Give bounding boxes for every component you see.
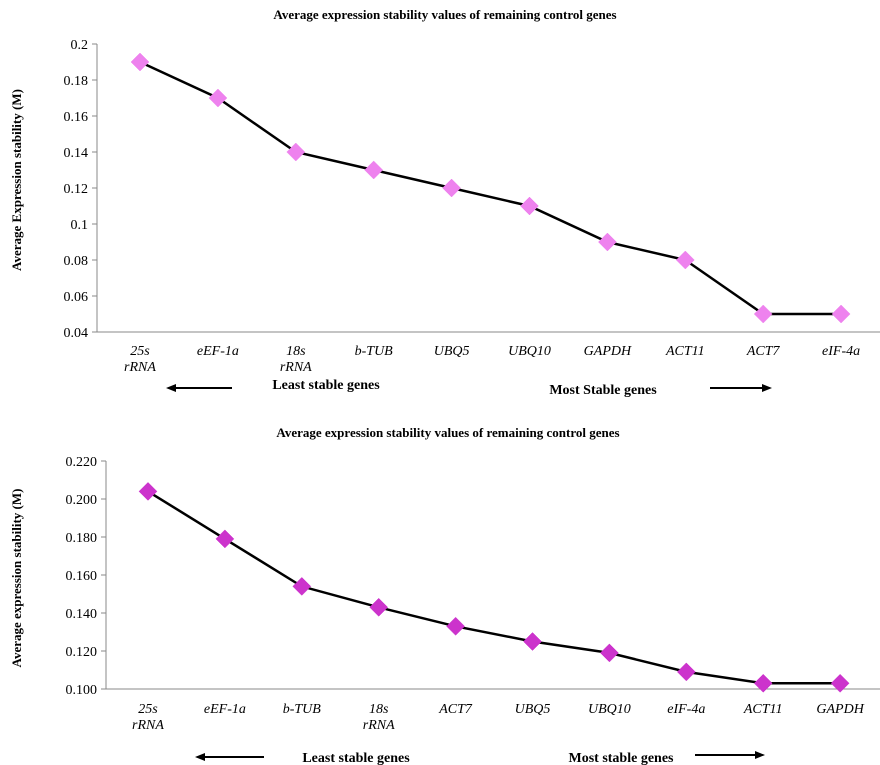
c2-data-point: [138, 482, 158, 501]
c2-data-point: [446, 616, 465, 636]
c2-y-tick-label: 0.120: [66, 645, 98, 660]
c1-x-tick-label: ACT7: [746, 344, 781, 359]
chart-2-right-arrow: [695, 751, 765, 759]
chart-2-y-ticks: 0.100 0.120 0.140 0.160 0.180 0.200 0.220: [66, 455, 106, 698]
c1-y-tick-label: 0.06: [64, 290, 89, 305]
c2-y-tick-label: 0.100: [66, 683, 98, 698]
chart-1-x-labels: 25s rRNA eEF-1a 18s rRNA b-TUB UBQ5 UBQ10 GAPDH A…: [124, 344, 860, 375]
c2-data-point: [523, 632, 542, 651]
c1-x-tick-label: UBQ5: [434, 344, 470, 359]
c2-y-tick-label: 0.180: [66, 531, 98, 546]
c2-y-tick-label: 0.220: [66, 455, 98, 470]
c1-data-point: [598, 232, 617, 252]
chart-2-least-stable-note: Least stable genes: [302, 751, 410, 765]
chart-1-title: Average expression stability values of r…: [273, 7, 616, 22]
c1-y-tick-label: 0.1: [71, 218, 89, 233]
c1-y-tick-label: 0.16: [64, 110, 89, 125]
c1-data-point: [520, 196, 539, 216]
c2-data-point: [676, 662, 696, 682]
chart-2-left-arrow: [195, 753, 264, 761]
c2-data-point: [292, 577, 312, 596]
c1-data-point: [208, 88, 228, 108]
c1-data-point: [364, 160, 384, 180]
c2-x-tick-label: GAPDH: [816, 702, 864, 717]
c2-y-tick-label: 0.200: [66, 493, 98, 508]
c1-data-point: [130, 52, 150, 72]
chart-1-y-axis-label: Average Expression stability (M): [9, 89, 24, 271]
chart-1-right-arrow: [710, 384, 772, 392]
c2-data-point: [830, 673, 850, 693]
c2-y-tick-label: 0.160: [66, 569, 98, 584]
c2-x-tick-label: b-TUB: [283, 702, 322, 717]
c2-x-tick-label: ACT7: [438, 702, 473, 717]
c2-data-point: [600, 643, 619, 663]
c1-data-point: [753, 304, 773, 324]
c1-y-tick-label: 0.08: [64, 254, 89, 269]
c1-x-tick-label: eIF-4a: [822, 344, 860, 359]
c1-y-tick-label: 0.2: [71, 38, 89, 53]
chart-2-y-axis-label: Average expression stability (M): [9, 489, 24, 668]
c2-x-tick-label: 25s rRNA: [132, 702, 164, 733]
c2-x-tick-label: eIF-4a: [667, 702, 705, 717]
chart-1-y-ticks: 0.04 0.06 0.08 0.1 0.12 0.14 0.16 0.18 0.2: [64, 38, 97, 341]
chart-2-series-line: [147, 490, 841, 685]
c1-y-tick-label: 0.18: [64, 74, 89, 89]
c1-x-tick-label: b-TUB: [355, 344, 394, 359]
c1-x-tick-label: 25s rRNA: [124, 344, 156, 375]
chart-2: Average expression stability values of r…: [9, 425, 880, 765]
c1-x-tick-label: UBQ10: [508, 344, 551, 359]
c1-data-point: [286, 142, 306, 162]
c2-y-tick-label: 0.140: [66, 607, 98, 622]
c2-data-point: [753, 673, 773, 693]
chart-1-most-stable-note: Most Stable genes: [549, 383, 657, 398]
chart-2-x-labels: 25s rRNA eEF-1a b-TUB 18s rRNA ACT7 UBQ5 UBQ10 eI…: [132, 702, 865, 733]
chart-2-most-stable-note: Most stable genes: [569, 751, 675, 765]
c1-y-tick-label: 0.12: [64, 182, 89, 197]
c1-data-point: [675, 250, 695, 270]
c1-x-tick-label: GAPDH: [584, 344, 632, 359]
chart-1-least-stable-note: Least stable genes: [272, 378, 380, 393]
c1-y-tick-label: 0.04: [64, 326, 89, 341]
chart-2-title: Average expression stability values of r…: [276, 425, 619, 440]
c2-data-point: [369, 597, 389, 617]
c1-x-tick-label: ACT11: [665, 344, 705, 359]
c1-x-tick-label: 18s rRNA: [280, 344, 312, 375]
c2-x-tick-label: UBQ5: [515, 702, 551, 717]
c1-data-point: [831, 304, 851, 324]
chart-1: Average expression stability values of r…: [9, 7, 880, 398]
c2-x-tick-label: UBQ10: [588, 702, 631, 717]
c2-x-tick-label: eEF-1a: [204, 702, 246, 717]
c2-x-tick-label: ACT11: [743, 702, 783, 717]
c1-y-tick-label: 0.14: [64, 146, 89, 161]
c1-data-point: [442, 178, 461, 198]
chart-1-points: [130, 52, 851, 324]
chart-1-left-arrow: [166, 384, 232, 392]
c2-data-point: [215, 529, 235, 549]
chart-1-series-line: [139, 60, 842, 316]
chart-2-points: [138, 482, 850, 693]
c2-x-tick-label: 18s rRNA: [363, 702, 395, 733]
c1-x-tick-label: eEF-1a: [197, 344, 239, 359]
